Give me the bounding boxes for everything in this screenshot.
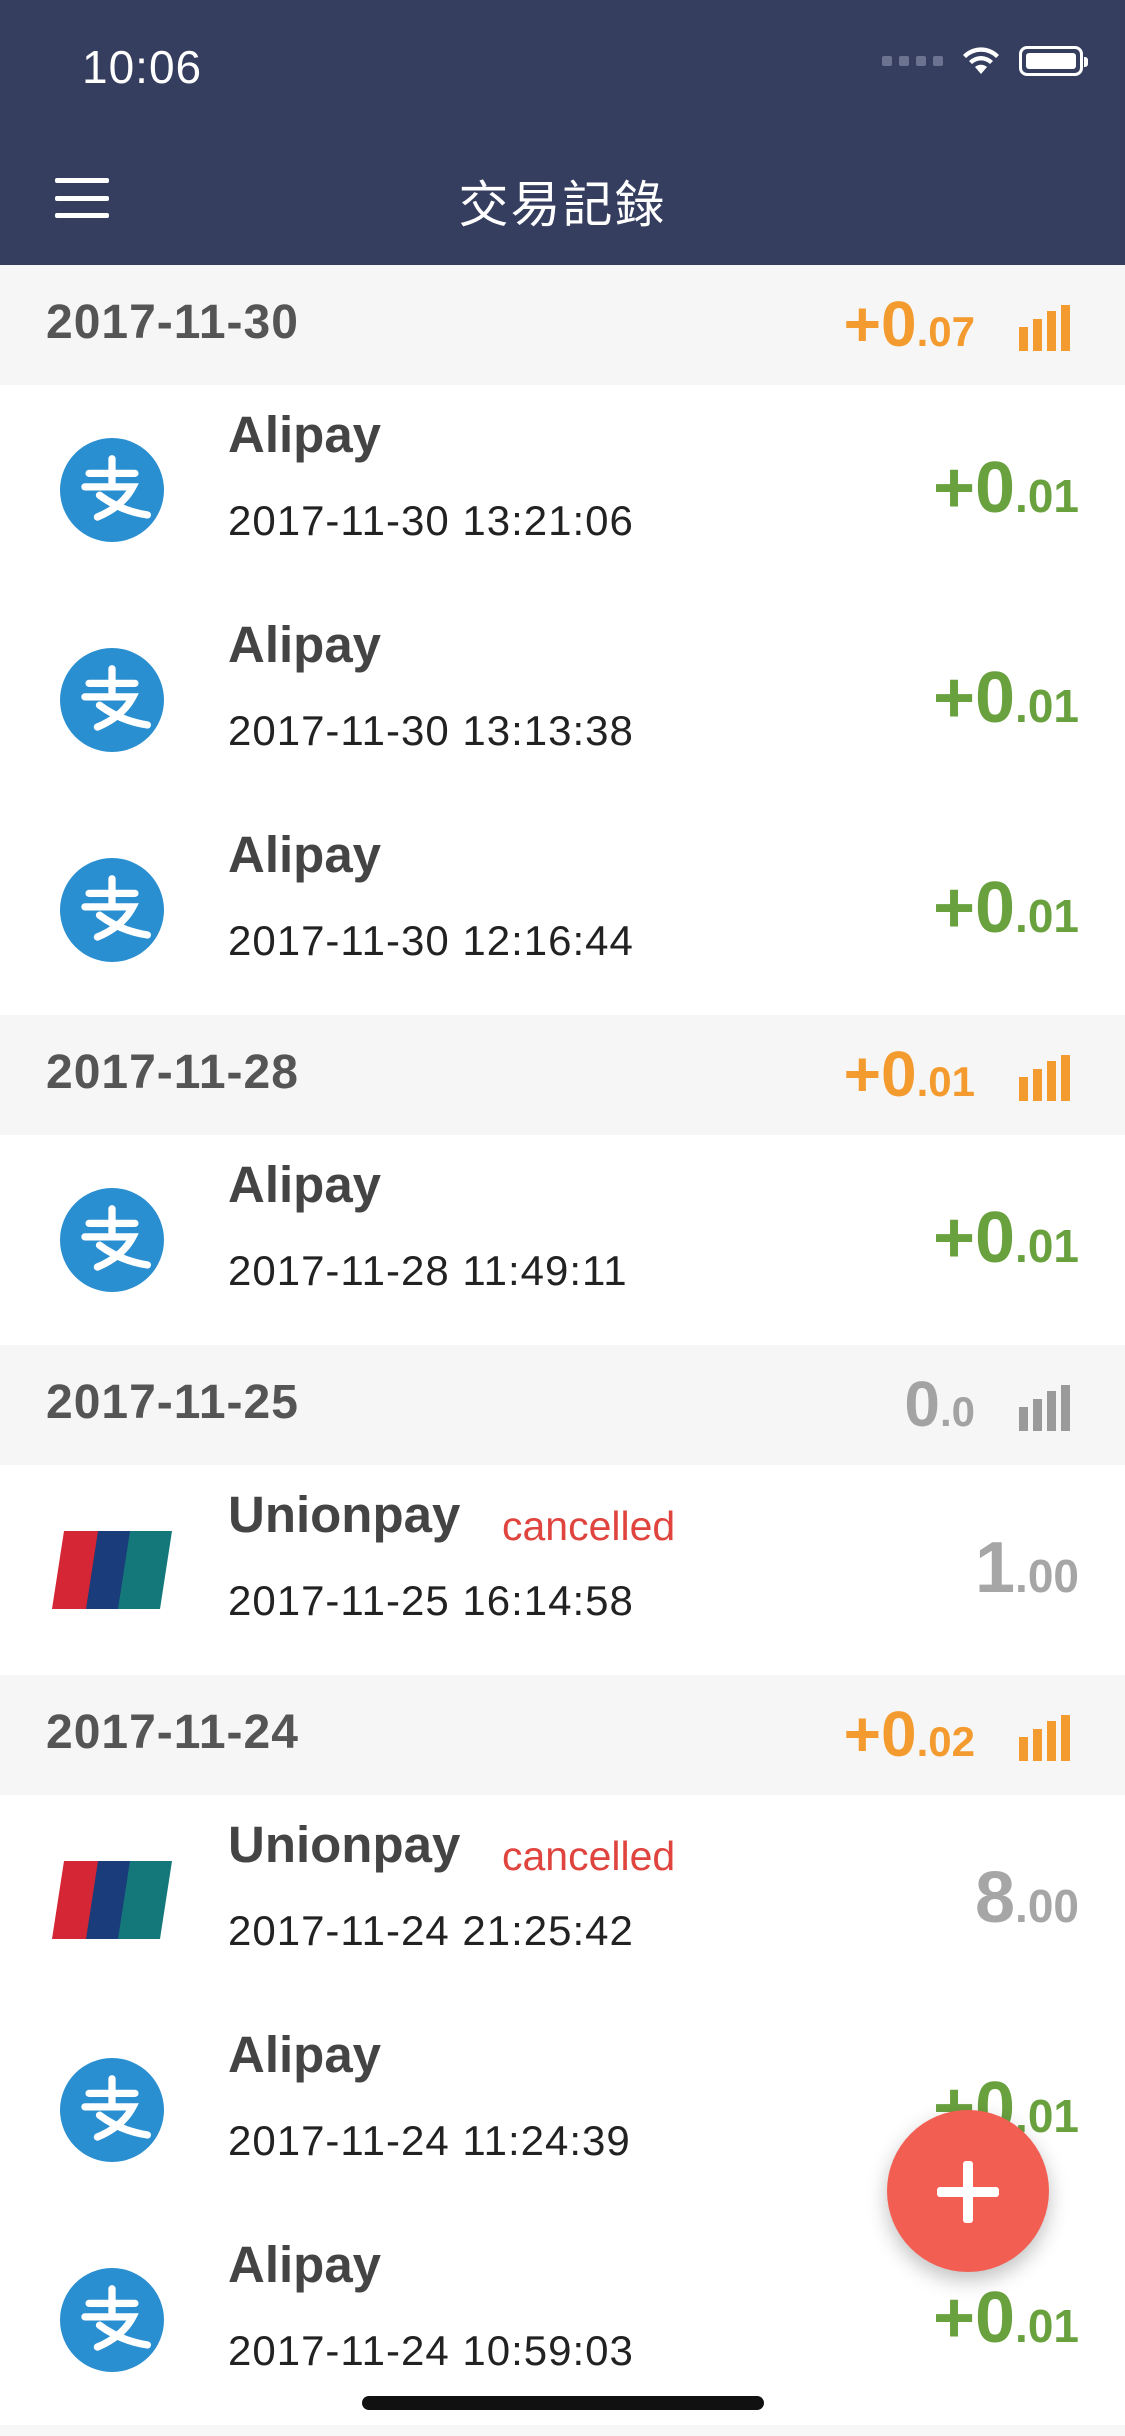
add-transaction-button[interactable]	[887, 2110, 1049, 2272]
amount-dec: .01	[1015, 2300, 1079, 2352]
transaction-name: Alipay	[228, 616, 382, 673]
amount-int: +0	[932, 658, 1016, 738]
transaction-row[interactable]: Alipay 2017-11-28 11:49:11 +0.01	[0, 1135, 1125, 1345]
transaction-amount: +0.01	[933, 867, 1079, 949]
alipay-icon	[60, 858, 164, 962]
alipay-icon	[60, 1188, 164, 1292]
transaction-time: 2017-11-30 13:21:06	[228, 497, 634, 544]
day-header: 2017-11-25 0.0	[0, 1345, 1125, 1465]
transaction-name: Alipay	[228, 2026, 382, 2083]
transaction-amount: +0.01	[933, 2277, 1079, 2359]
day-header: 2017-11-24 +0.02	[0, 1675, 1125, 1795]
day-header: 2017-11-28 +0.01	[0, 1015, 1125, 1135]
alipay-icon	[60, 2058, 164, 2162]
bar-chart-icon[interactable]	[1019, 305, 1071, 351]
day-total: 0.0	[904, 1367, 975, 1441]
day-total: +0.07	[844, 287, 975, 361]
transaction-name: Unionpay	[228, 1816, 461, 1873]
transaction-name: Alipay	[228, 826, 382, 883]
transaction-name: Alipay	[228, 1156, 382, 1213]
amount-int: 1	[975, 1528, 1016, 1608]
day-total: +0.02	[844, 1697, 975, 1771]
transaction-amount: 8.00	[975, 1857, 1079, 1939]
amount-dec: .01	[1015, 470, 1079, 522]
transaction-name: Unionpay	[228, 1486, 461, 1543]
amount-int: +0	[932, 868, 1016, 948]
day-total-int: +0	[843, 1698, 917, 1770]
day-total-dec: .0	[939, 1388, 975, 1435]
bar-chart-icon[interactable]	[1019, 1385, 1071, 1431]
day-total-dec: .01	[916, 1058, 975, 1105]
day-total-int: 0	[904, 1368, 940, 1440]
bar-chart-icon[interactable]	[1019, 1055, 1071, 1101]
transaction-name: Alipay	[228, 2236, 382, 2293]
transaction-time: 2017-11-24 11:24:39	[228, 2117, 631, 2164]
transaction-time: 2017-11-24 21:25:42	[228, 1907, 634, 1954]
day-date: 2017-11-30	[46, 296, 299, 349]
home-indicator	[362, 2396, 764, 2410]
day-total-int: +0	[843, 1038, 917, 1110]
transaction-amount: 1.00	[975, 1527, 1079, 1609]
transaction-time: 2017-11-30 13:13:38	[228, 707, 634, 754]
amount-int: +0	[932, 2278, 1016, 2358]
transaction-row[interactable]: Alipay 2017-11-30 12:16:44 +0.01	[0, 805, 1125, 1015]
amount-int: +0	[932, 1198, 1016, 1278]
amount-int: +0	[932, 448, 1016, 528]
transaction-time: 2017-11-28 11:49:11	[228, 1247, 628, 1294]
transaction-time: 2017-11-30 12:16:44	[228, 917, 634, 964]
amount-dec: .00	[1015, 1880, 1079, 1932]
day-total: +0.01	[844, 1037, 975, 1111]
page-title: 交易記錄	[458, 177, 667, 233]
alipay-icon	[60, 648, 164, 752]
transaction-status: cancelled	[502, 1503, 676, 1549]
day-total-dec: .07	[916, 308, 975, 355]
day-header: 2017-11-30 +0.07	[0, 265, 1125, 385]
day-date: 2017-11-24	[46, 1706, 299, 1759]
transaction-time: 2017-11-25 16:14:58	[228, 1577, 634, 1624]
amount-dec: .01	[1015, 890, 1079, 942]
amount-dec: .01	[1015, 680, 1079, 732]
hamburger-menu-icon[interactable]	[55, 178, 109, 218]
battery-icon	[1019, 46, 1088, 76]
alipay-icon	[60, 438, 164, 542]
transaction-amount: +0.01	[933, 657, 1079, 739]
transaction-amount: +0.01	[933, 1197, 1079, 1279]
alipay-icon	[60, 2268, 164, 2372]
day-total-dec: .02	[916, 1718, 975, 1765]
cellular-signal-icon	[882, 56, 943, 66]
amount-dec: .00	[1015, 1550, 1079, 1602]
bar-chart-icon[interactable]	[1019, 1715, 1071, 1761]
day-total-int: +0	[843, 288, 917, 360]
day-date: 2017-11-25	[46, 1376, 299, 1429]
unionpay-icon	[52, 1531, 172, 1609]
transaction-time: 2017-11-24 10:59:03	[228, 2327, 634, 2374]
transaction-row[interactable]: Unionpay cancelled 2017-11-24 21:25:42 8.00	[0, 1795, 1125, 2005]
transaction-name: Alipay	[228, 406, 382, 463]
amount-dec: .01	[1015, 1220, 1079, 1272]
transaction-amount: +0.01	[933, 447, 1079, 529]
status-time: 10:06	[82, 41, 203, 93]
transaction-row[interactable]: Alipay 2017-11-30 13:13:38 +0.01	[0, 595, 1125, 805]
status-indicators	[882, 46, 1088, 76]
day-date: 2017-11-28	[46, 1046, 299, 1099]
transaction-row[interactable]: Alipay 2017-11-30 13:21:06 +0.01	[0, 385, 1125, 595]
unionpay-icon	[52, 1861, 172, 1939]
transaction-list: 2017-11-30 +0.07 Alipay 2017-11-30 13:21:06…	[0, 265, 1125, 2425]
transaction-status: cancelled	[502, 1833, 676, 1879]
app-header: 10:06 交易記錄	[0, 0, 1125, 265]
amount-int: 8	[975, 1858, 1016, 1938]
transaction-row[interactable]: Unionpay cancelled 2017-11-25 16:14:58 1.00	[0, 1465, 1125, 1675]
transaction-row[interactable]: Alipay 2017-11-24 11:24:39 +0.01	[0, 2005, 1125, 2215]
wifi-icon	[963, 47, 999, 74]
